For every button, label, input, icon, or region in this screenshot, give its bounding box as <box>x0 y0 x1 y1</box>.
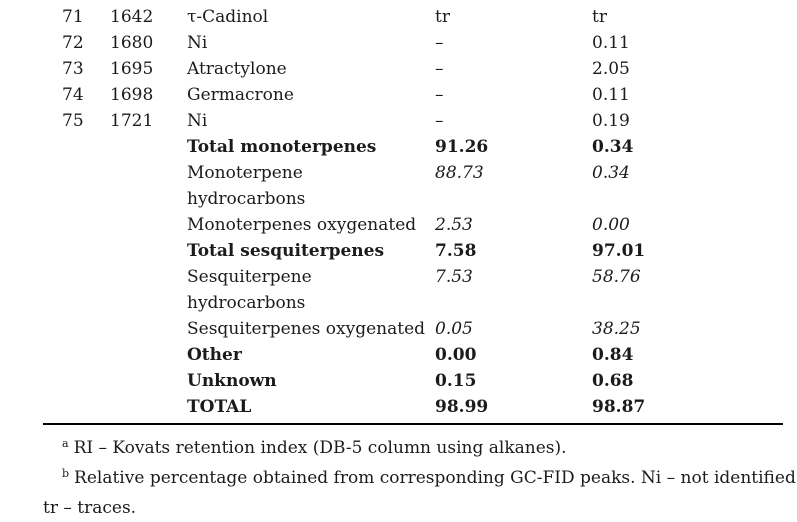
cell-v2: 0.34 <box>592 163 630 183</box>
cell-v1: 0.15 <box>435 371 477 391</box>
cell-no: 71 <box>62 7 84 27</box>
cell-name: Germacrone <box>187 85 294 105</box>
cell-name: TOTAL <box>187 397 252 417</box>
table-row: 75 1721 Ni – 0.19 <box>62 108 797 134</box>
table-row: Unknown 0.15 0.68 <box>62 368 797 394</box>
cell-no: 73 <box>62 59 84 79</box>
table-row: 72 1680 Ni – 0.11 <box>62 30 797 56</box>
cell-no: 74 <box>62 85 84 105</box>
cell-v2: 2.05 <box>592 59 630 79</box>
cell-name: Monoterpenes oxygenated <box>187 215 417 235</box>
footnote-a-text: RI – Kovats retention index (DB-5 column… <box>73 438 567 458</box>
table-row: 71 1642 τ-Cadinol tr tr <box>62 4 797 30</box>
cell-ri: 1642 <box>110 7 154 27</box>
cell-ri: 1680 <box>110 33 154 53</box>
cell-no: 75 <box>62 111 84 131</box>
cell-v2: 58.76 <box>592 267 641 287</box>
cell-name: Unknown <box>187 371 277 391</box>
cell-name: Sesquiterpenes oxygenated <box>187 319 426 339</box>
table-row: Monoterpene hydrocarbons 88.73 0.34 <box>62 160 797 212</box>
cell-v2: 0.34 <box>592 137 634 157</box>
cell-name: Total monoterpenes <box>187 137 377 157</box>
cell-v2: 38.25 <box>592 319 641 339</box>
cell-v2: 0.19 <box>592 111 630 131</box>
table-row: Other 0.00 0.84 <box>62 342 797 368</box>
cell-ri: 1695 <box>110 59 154 79</box>
footnote-a: a RI – Kovats retention index (DB-5 colum… <box>43 434 797 464</box>
cell-v2: 0.11 <box>592 85 630 105</box>
table-row: Total monoterpenes 91.26 0.34 <box>62 134 797 160</box>
cell-v1: 91.26 <box>435 137 489 157</box>
table-footnotes: a RI – Kovats retention index (DB-5 colum… <box>43 434 797 522</box>
cell-name: Ni <box>187 111 208 131</box>
cell-name: Ni <box>187 33 208 53</box>
cell-name: Sesquiterpene hydrocarbons <box>187 267 312 313</box>
footnote-b-text: Relative percentage obtained from corres… <box>74 468 797 488</box>
table-row: 74 1698 Germacrone – 0.11 <box>62 82 797 108</box>
cell-v1: 7.58 <box>435 241 477 261</box>
summary-table-body: 71 1642 τ-Cadinol tr tr 72 1680 Ni – 0.11 73 1695 At… <box>62 4 797 420</box>
cell-name: Other <box>187 345 242 365</box>
table-bottom-rule <box>43 423 783 425</box>
cell-v1: – <box>435 33 444 53</box>
cell-v1: 2.53 <box>435 215 473 235</box>
cell-v1: – <box>435 85 444 105</box>
table-row: Sesquiterpene hydrocarbons 7.53 58.76 <box>62 264 797 316</box>
cell-v2: 98.87 <box>592 397 646 417</box>
table-row: TOTAL 98.99 98.87 <box>62 394 797 420</box>
cell-v1: tr <box>435 7 450 27</box>
footnote-tr-text: tr – traces. <box>43 498 137 518</box>
table-row: Monoterpenes oxygenated 2.53 0.00 <box>62 212 797 238</box>
cell-name: τ-Cadinol <box>187 7 269 27</box>
cell-v2: 0.84 <box>592 345 634 365</box>
cell-ri: 1721 <box>110 111 154 131</box>
cell-v1: – <box>435 59 444 79</box>
table-row: Sesquiterpenes oxygenated 0.05 38.25 <box>62 316 797 342</box>
cell-no: 72 <box>62 33 84 53</box>
cell-v2: 0.11 <box>592 33 630 53</box>
cell-v1: – <box>435 111 444 131</box>
cell-v2: 97.01 <box>592 241 646 261</box>
cell-v1: 0.00 <box>435 345 477 365</box>
footnote-b-marker: b <box>62 467 70 480</box>
cell-v1: 7.53 <box>435 267 473 287</box>
cell-v1: 0.05 <box>435 319 473 339</box>
cell-ri: 1698 <box>110 85 154 105</box>
cell-v2: 0.68 <box>592 371 634 391</box>
footnote-a-marker: a <box>62 437 69 450</box>
cell-name: Atractylone <box>187 59 287 79</box>
table-row: 73 1695 Atractylone – 2.05 <box>62 56 797 82</box>
cell-v1: 98.99 <box>435 397 489 417</box>
footnote-tr: tr – traces. <box>43 494 797 522</box>
cell-v2: tr <box>592 7 607 27</box>
cell-name: Total sesquiterpenes <box>187 241 385 261</box>
cell-name: Monoterpene hydrocarbons <box>187 163 306 209</box>
table-row: Total sesquiterpenes 7.58 97.01 <box>62 238 797 264</box>
cell-v1: 88.73 <box>435 163 484 183</box>
footnote-b: b Relative percentage obtained from corre… <box>43 464 797 494</box>
cell-v2: 0.00 <box>592 215 630 235</box>
